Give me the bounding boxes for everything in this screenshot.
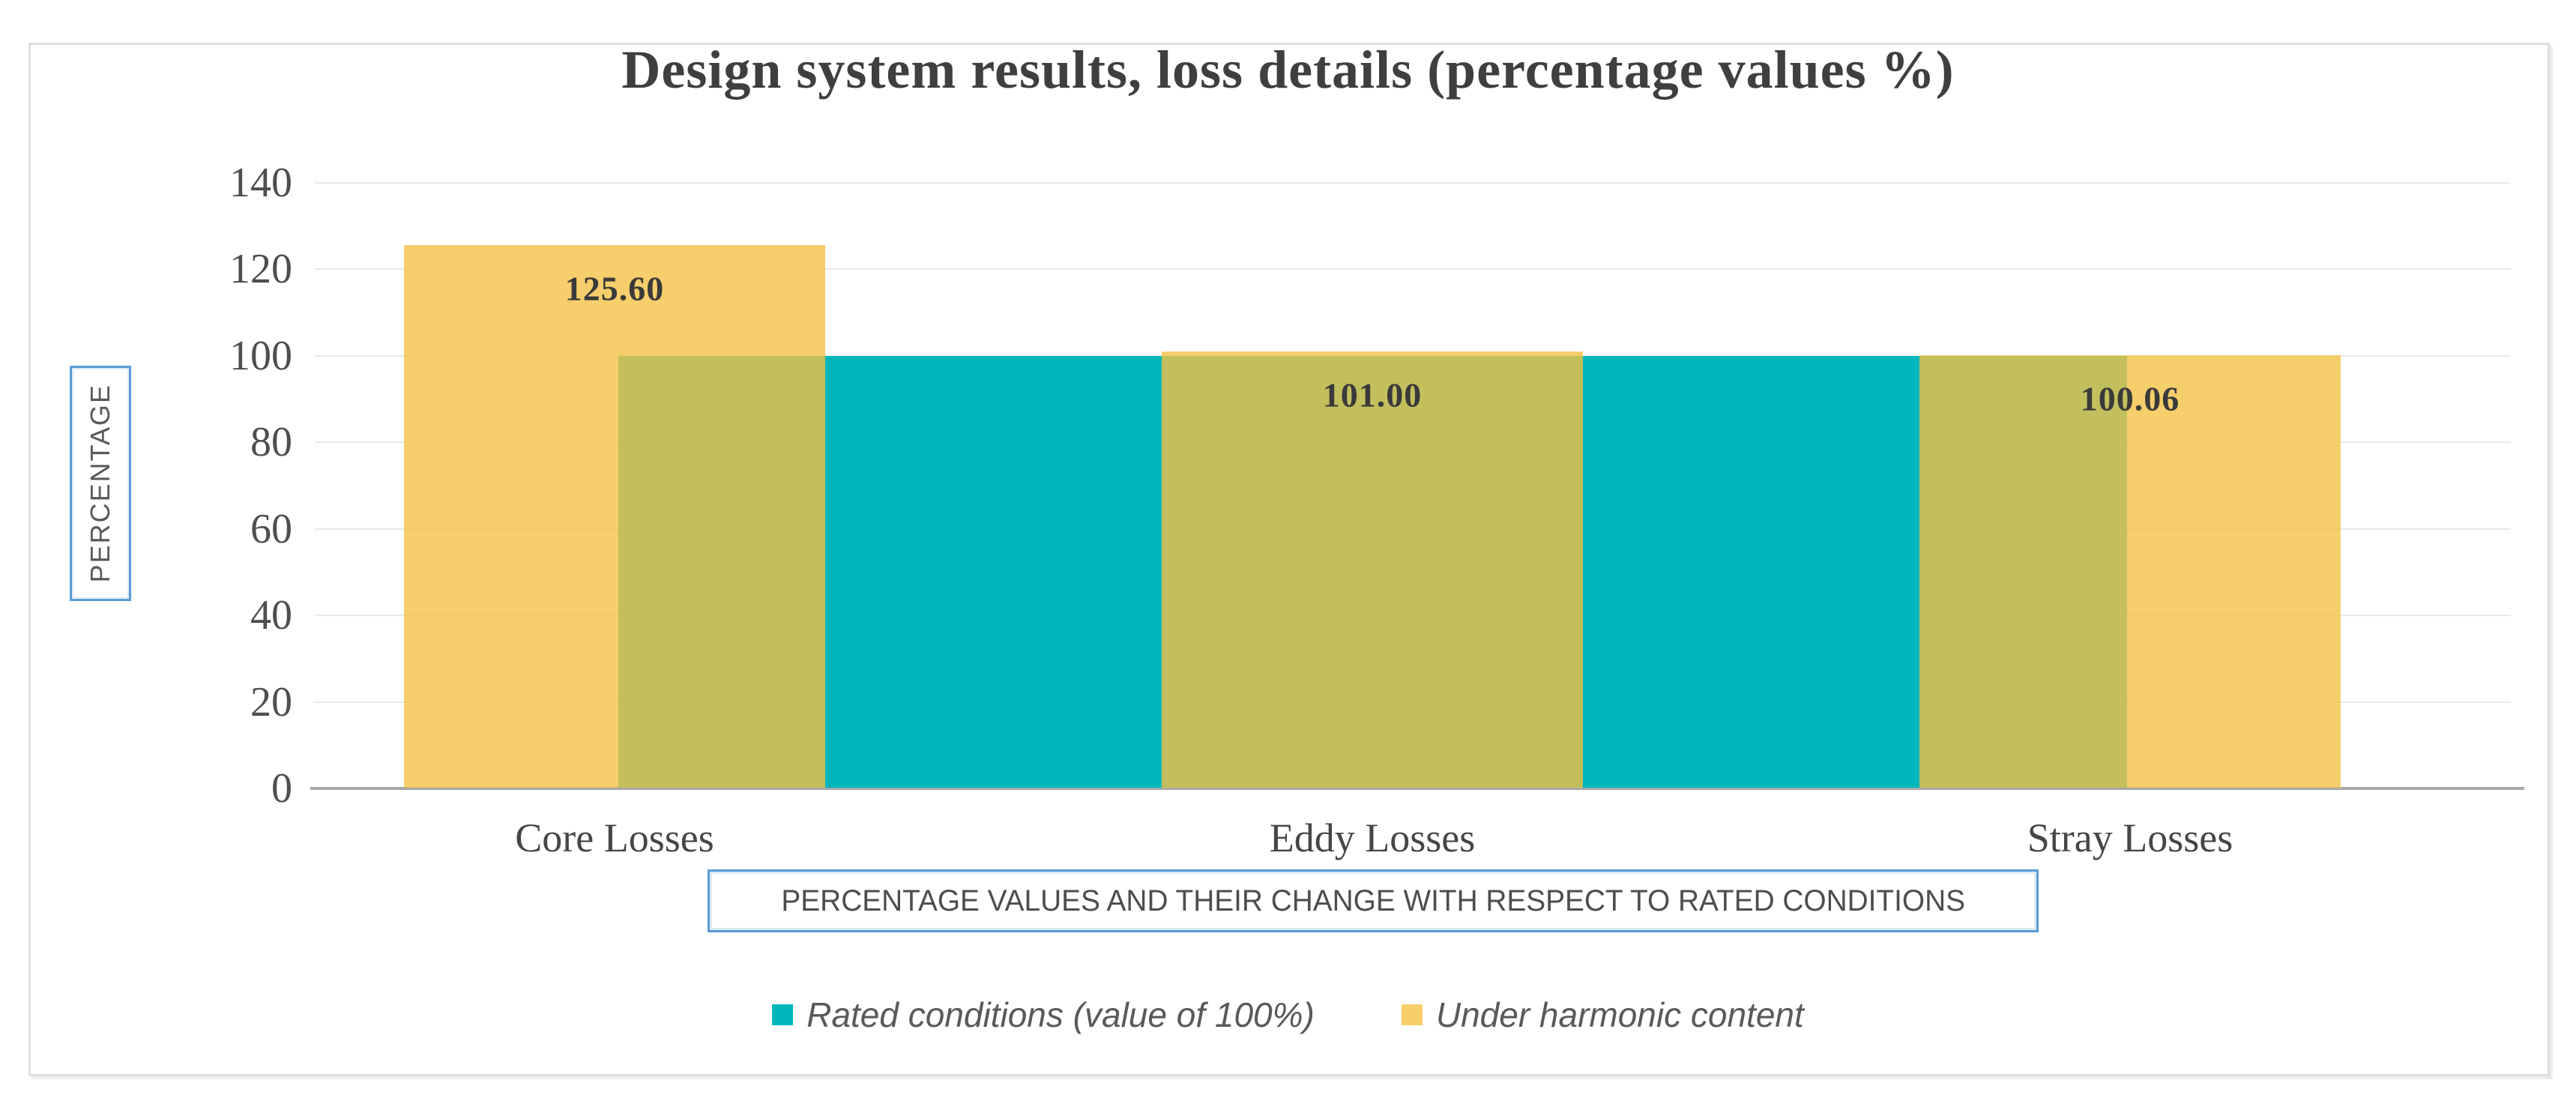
legend-item-rated-conditions: Rated conditions (value of 100%) (772, 995, 1315, 1035)
y-tick-label-60: 60 (250, 505, 292, 552)
chart-title: Design system results, loss details (per… (621, 40, 1955, 100)
y-tick-label-140: 140 (229, 159, 292, 206)
y-tick-label-40: 40 (250, 592, 292, 639)
bar-under-harmonic-content-eddy-losses (1162, 351, 1583, 788)
under-harmonic-content-swatch-icon (1401, 1004, 1423, 1025)
legend: Rated conditions (value of 100%) Under h… (0, 991, 2576, 1039)
y-tick-label-80: 80 (250, 419, 292, 465)
rated-conditions-swatch-icon (772, 1004, 794, 1025)
bar-under-harmonic-content-stray-losses (1919, 355, 2341, 788)
y-axis-title: PERCENTAGE (85, 384, 115, 583)
y-tick-label-120: 120 (229, 246, 292, 292)
y-tick-label-20: 20 (250, 678, 292, 726)
data-label-stray-losses: 100.06 (2080, 379, 2180, 418)
data-label-core-losses: 125.60 (564, 269, 665, 308)
x-axis-title-box: PERCENTAGE VALUES AND THEIR CHANGE WITH … (708, 869, 2039, 932)
category-label-eddy-losses: Eddy Losses (1269, 815, 1476, 860)
legend-label-rated-conditions: Rated conditions (value of 100%) (806, 995, 1315, 1034)
legend-label-under-harmonic-content: Under harmonic content (1435, 995, 1804, 1034)
y-axis-title-box: PERCENTAGE (70, 366, 131, 601)
gridline-120 (315, 268, 2511, 270)
data-label-eddy-losses: 101.00 (1322, 375, 1423, 414)
x-axis-line (310, 787, 2524, 790)
x-axis-title: PERCENTAGE VALUES AND THEIR CHANGE WITH … (781, 884, 1965, 917)
y-tick-label-0: 0 (271, 765, 292, 812)
y-tick-label-100: 100 (229, 332, 292, 379)
legend-item-under-harmonic-content: Under harmonic content (1401, 995, 1804, 1035)
category-label-core-losses: Core Losses (515, 815, 714, 860)
category-label-stray-losses: Stray Losses (2027, 815, 2233, 860)
bar-under-harmonic-content-core-losses (404, 244, 825, 788)
gridline-140 (315, 181, 2511, 184)
